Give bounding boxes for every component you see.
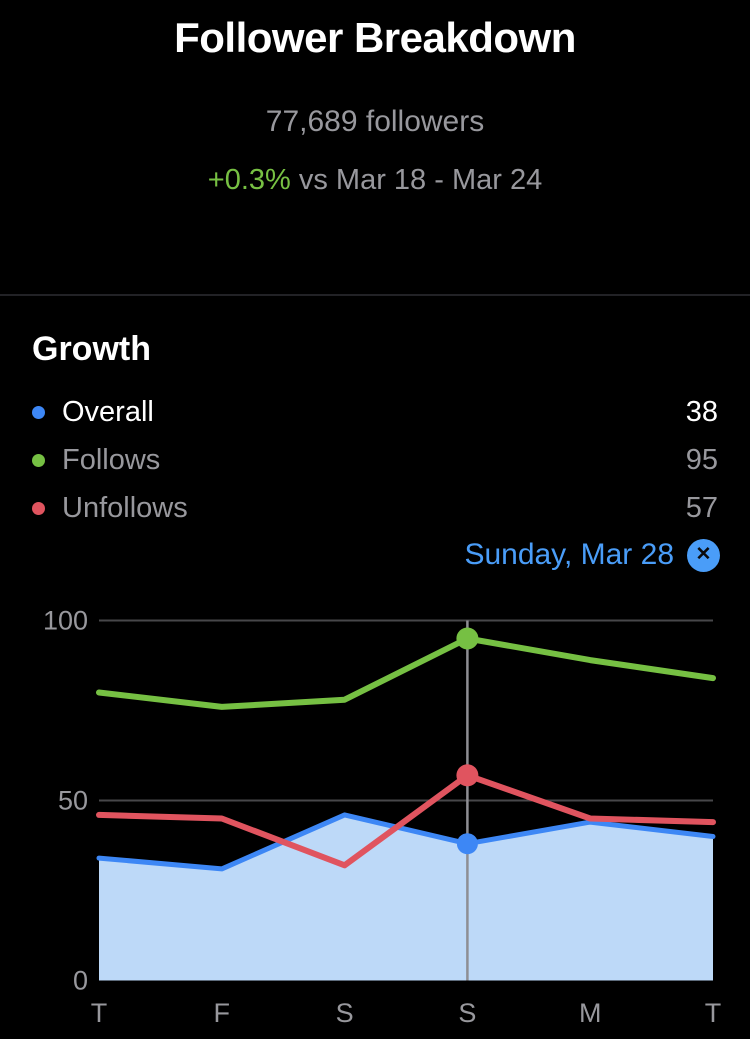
- x-tick-4: M: [579, 998, 602, 1028]
- growth-legend: Overall 38 Follows 95 Unfollows 57: [32, 388, 718, 532]
- x-tick-1: F: [214, 998, 231, 1028]
- unfollows-line: [96, 772, 716, 869]
- legend-row-follows[interactable]: Follows 95: [32, 436, 718, 484]
- overall-highlight-dot: [456, 833, 478, 855]
- page-title: Follower Breakdown: [174, 14, 576, 61]
- follows-highlight-dot: [456, 627, 479, 650]
- x-tick-0: T: [91, 998, 108, 1028]
- follows-dot-icon: [32, 453, 45, 467]
- legend-value-follows: 95: [685, 443, 718, 476]
- unfollows-highlight-dot: [456, 764, 479, 787]
- y-tick-0: 0: [73, 966, 88, 996]
- section-divider: [0, 294, 750, 296]
- follows-line: [96, 635, 716, 710]
- x-tick-5: T: [705, 998, 722, 1028]
- growth-heading: Growth: [32, 330, 151, 368]
- y-tick-100: 100: [43, 606, 88, 636]
- delta-percent: +0.3%: [207, 164, 291, 196]
- x-tick-2: S: [336, 998, 354, 1028]
- legend-value-overall: 38: [685, 395, 718, 428]
- unfollows-dot-icon: [32, 501, 45, 515]
- overall-dot-icon: [32, 405, 45, 419]
- legend-row-overall[interactable]: Overall 38: [32, 388, 718, 436]
- legend-label-follows: Follows: [62, 443, 161, 476]
- delta-context: vs Mar 18 - Mar 24: [290, 164, 543, 196]
- x-tick-3: S: [458, 998, 476, 1028]
- overall-area: [99, 814, 713, 981]
- clear-selection-button[interactable]: ✕: [687, 538, 720, 572]
- legend-label-overall: Overall: [62, 395, 154, 428]
- legend-row-unfollows[interactable]: Unfollows 57: [32, 484, 718, 532]
- delta-line: +0.3% vs Mar 18 - Mar 24: [0, 164, 750, 197]
- followers-count: 77,689 followers: [265, 105, 485, 138]
- overall-line: [96, 812, 716, 872]
- selected-day-label: Sunday, Mar 28: [464, 538, 674, 571]
- y-tick-50: 50: [58, 786, 88, 816]
- close-icon: ✕: [695, 543, 712, 565]
- legend-label-unfollows: Unfollows: [62, 491, 188, 524]
- selected-day-row: Sunday, Mar 28 ✕: [464, 538, 720, 572]
- legend-value-unfollows: 57: [685, 491, 718, 524]
